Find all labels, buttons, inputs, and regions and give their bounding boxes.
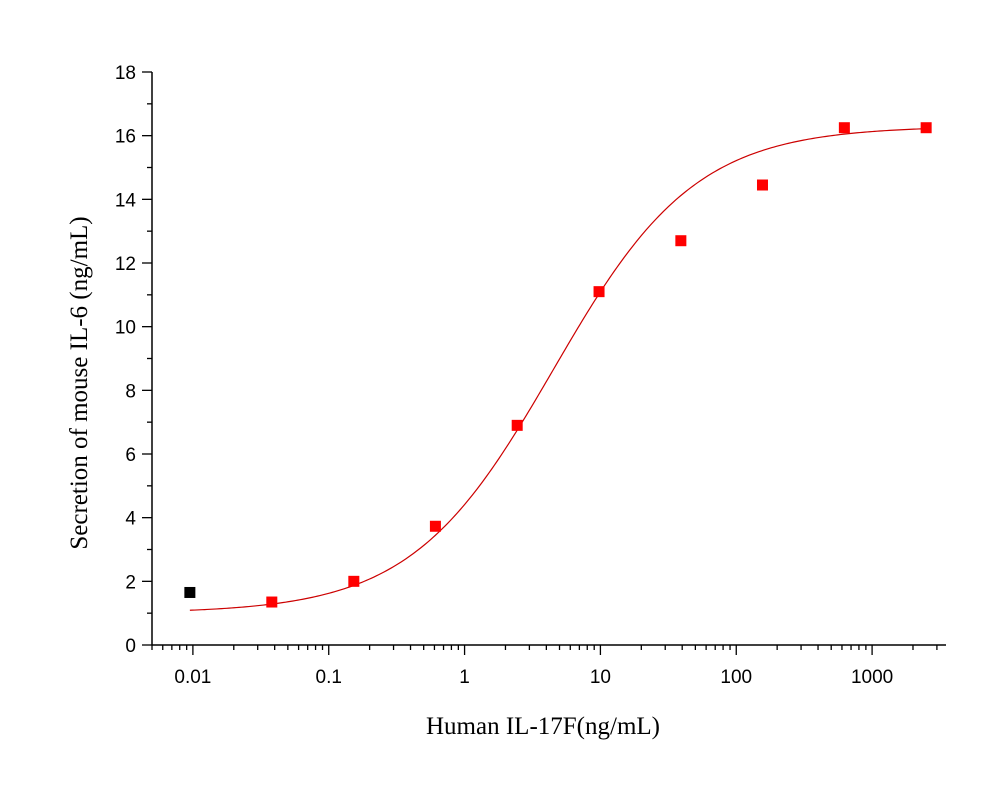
x-tick-label: 100 — [720, 667, 752, 688]
x-axis-title: Human IL-17F(ng/mL) — [426, 713, 660, 740]
data-point — [348, 575, 360, 587]
x-tick-label: 1000 — [851, 667, 893, 688]
data-point — [756, 179, 768, 191]
data-point — [920, 122, 932, 134]
x-tick-label: 10 — [590, 667, 611, 688]
y-tick-label: 14 — [115, 190, 137, 211]
y-ticks: 0 2 4 6 8 10 12 14 16 18 — [115, 63, 152, 657]
data-point — [184, 586, 196, 598]
data-point — [266, 596, 278, 608]
y-tick-label: 10 — [115, 318, 136, 339]
y-tick-label: 6 — [125, 445, 136, 466]
data-point — [511, 419, 523, 431]
x-tick-label: 0.1 — [316, 667, 342, 688]
data-points — [184, 122, 932, 608]
y-tick-label: 2 — [125, 572, 136, 593]
y-tick-label: 12 — [115, 254, 136, 275]
y-tick-label: 4 — [125, 509, 136, 530]
fit-curve — [189, 128, 927, 611]
y-axis-title: Secretion of mouse IL-6 (ng/mL) — [66, 216, 93, 549]
data-point — [429, 520, 441, 532]
data-point — [593, 286, 605, 298]
y-tick-label: 8 — [125, 381, 136, 402]
data-point — [838, 122, 850, 134]
data-point — [675, 235, 687, 247]
y-tick-label: 0 — [125, 636, 136, 657]
x-tick-label: 1 — [459, 667, 470, 688]
y-tick-label: 18 — [115, 63, 136, 84]
y-tick-label: 16 — [115, 127, 136, 148]
axes — [151, 72, 946, 646]
x-ticks: 0.01 0.1 1 10 100 1000 — [151, 645, 938, 688]
x-tick-label: 0.01 — [174, 667, 211, 688]
